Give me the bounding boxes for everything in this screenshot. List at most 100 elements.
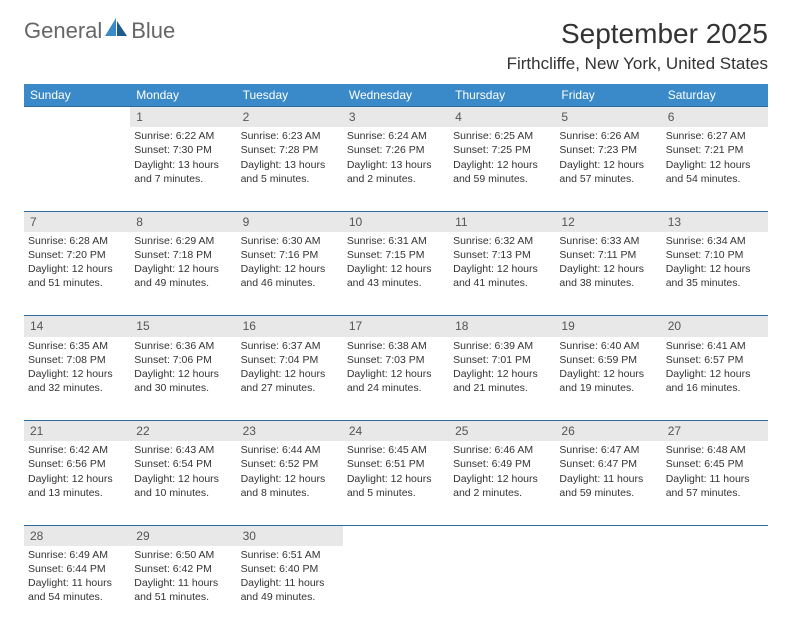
daylight-text: Daylight: 11 hours and 59 minutes. — [559, 472, 657, 500]
day-info-row: Sunrise: 6:42 AMSunset: 6:56 PMDaylight:… — [24, 441, 768, 525]
day-number-cell: 22 — [130, 421, 236, 442]
day-number-row: 282930 — [24, 525, 768, 546]
weekday-header: Wednesday — [343, 84, 449, 107]
day-number-cell: 9 — [237, 211, 343, 232]
daylight-text: Daylight: 12 hours and 19 minutes. — [559, 367, 657, 395]
sunset-text: Sunset: 7:04 PM — [241, 353, 339, 367]
day-number-cell: 26 — [555, 421, 661, 442]
day-number-cell: 20 — [662, 316, 768, 337]
day-number-cell: 7 — [24, 211, 130, 232]
day-info-cell — [343, 546, 449, 630]
day-number-cell — [449, 525, 555, 546]
sunrise-text: Sunrise: 6:44 AM — [241, 443, 339, 457]
daylight-text: Daylight: 11 hours and 49 minutes. — [241, 576, 339, 604]
day-info-cell: Sunrise: 6:39 AMSunset: 7:01 PMDaylight:… — [449, 337, 555, 421]
day-info-cell: Sunrise: 6:50 AMSunset: 6:42 PMDaylight:… — [130, 546, 236, 630]
sunset-text: Sunset: 7:25 PM — [453, 143, 551, 157]
day-info-cell: Sunrise: 6:51 AMSunset: 6:40 PMDaylight:… — [237, 546, 343, 630]
day-info-row: Sunrise: 6:28 AMSunset: 7:20 PMDaylight:… — [24, 232, 768, 316]
sunset-text: Sunset: 7:16 PM — [241, 248, 339, 262]
day-number-cell: 18 — [449, 316, 555, 337]
sunset-text: Sunset: 7:10 PM — [666, 248, 764, 262]
day-info-cell: Sunrise: 6:27 AMSunset: 7:21 PMDaylight:… — [662, 127, 768, 211]
day-info-cell: Sunrise: 6:43 AMSunset: 6:54 PMDaylight:… — [130, 441, 236, 525]
weekday-header: Sunday — [24, 84, 130, 107]
sunrise-text: Sunrise: 6:33 AM — [559, 234, 657, 248]
sunset-text: Sunset: 6:42 PM — [134, 562, 232, 576]
daylight-text: Daylight: 13 hours and 5 minutes. — [241, 158, 339, 186]
day-number-cell: 28 — [24, 525, 130, 546]
day-number-cell: 8 — [130, 211, 236, 232]
sunset-text: Sunset: 7:23 PM — [559, 143, 657, 157]
location-text: Firthcliffe, New York, United States — [24, 54, 768, 74]
weekday-header: Tuesday — [237, 84, 343, 107]
day-number-row: 21222324252627 — [24, 421, 768, 442]
daylight-text: Daylight: 12 hours and 16 minutes. — [666, 367, 764, 395]
sunrise-text: Sunrise: 6:26 AM — [559, 129, 657, 143]
sunrise-text: Sunrise: 6:42 AM — [28, 443, 126, 457]
sunrise-text: Sunrise: 6:45 AM — [347, 443, 445, 457]
sunrise-text: Sunrise: 6:36 AM — [134, 339, 232, 353]
day-info-cell: Sunrise: 6:48 AMSunset: 6:45 PMDaylight:… — [662, 441, 768, 525]
day-number-cell: 5 — [555, 107, 661, 128]
sunset-text: Sunset: 6:45 PM — [666, 457, 764, 471]
day-number-row: 123456 — [24, 107, 768, 128]
sunrise-text: Sunrise: 6:51 AM — [241, 548, 339, 562]
sunset-text: Sunset: 7:11 PM — [559, 248, 657, 262]
day-number-cell — [662, 525, 768, 546]
daylight-text: Daylight: 13 hours and 2 minutes. — [347, 158, 445, 186]
daylight-text: Daylight: 12 hours and 59 minutes. — [453, 158, 551, 186]
day-info-cell: Sunrise: 6:41 AMSunset: 6:57 PMDaylight:… — [662, 337, 768, 421]
page-title: September 2025 — [561, 18, 768, 50]
day-info-row: Sunrise: 6:49 AMSunset: 6:44 PMDaylight:… — [24, 546, 768, 630]
day-info-cell: Sunrise: 6:28 AMSunset: 7:20 PMDaylight:… — [24, 232, 130, 316]
day-number-cell: 12 — [555, 211, 661, 232]
sunrise-text: Sunrise: 6:30 AM — [241, 234, 339, 248]
day-number-cell: 15 — [130, 316, 236, 337]
day-info-cell — [24, 127, 130, 211]
day-number-cell: 2 — [237, 107, 343, 128]
daylight-text: Daylight: 12 hours and 5 minutes. — [347, 472, 445, 500]
sunset-text: Sunset: 7:21 PM — [666, 143, 764, 157]
sunset-text: Sunset: 6:40 PM — [241, 562, 339, 576]
day-info-cell: Sunrise: 6:46 AMSunset: 6:49 PMDaylight:… — [449, 441, 555, 525]
calendar-table: SundayMondayTuesdayWednesdayThursdayFrid… — [24, 84, 768, 630]
sunset-text: Sunset: 6:52 PM — [241, 457, 339, 471]
daylight-text: Daylight: 12 hours and 46 minutes. — [241, 262, 339, 290]
sunset-text: Sunset: 7:13 PM — [453, 248, 551, 262]
sunrise-text: Sunrise: 6:38 AM — [347, 339, 445, 353]
day-number-cell: 21 — [24, 421, 130, 442]
sunrise-text: Sunrise: 6:32 AM — [453, 234, 551, 248]
sunrise-text: Sunrise: 6:28 AM — [28, 234, 126, 248]
logo-word1: General — [24, 18, 102, 43]
day-info-row: Sunrise: 6:35 AMSunset: 7:08 PMDaylight:… — [24, 337, 768, 421]
sunset-text: Sunset: 6:57 PM — [666, 353, 764, 367]
sunrise-text: Sunrise: 6:34 AM — [666, 234, 764, 248]
daylight-text: Daylight: 12 hours and 13 minutes. — [28, 472, 126, 500]
daylight-text: Daylight: 12 hours and 10 minutes. — [134, 472, 232, 500]
day-info-cell: Sunrise: 6:31 AMSunset: 7:15 PMDaylight:… — [343, 232, 449, 316]
daylight-text: Daylight: 13 hours and 7 minutes. — [134, 158, 232, 186]
sunrise-text: Sunrise: 6:48 AM — [666, 443, 764, 457]
day-info-cell — [555, 546, 661, 630]
day-info-cell: Sunrise: 6:23 AMSunset: 7:28 PMDaylight:… — [237, 127, 343, 211]
day-number-cell: 6 — [662, 107, 768, 128]
sunset-text: Sunset: 6:49 PM — [453, 457, 551, 471]
sunset-text: Sunset: 7:18 PM — [134, 248, 232, 262]
day-number-cell: 11 — [449, 211, 555, 232]
sunset-text: Sunset: 7:28 PM — [241, 143, 339, 157]
sunset-text: Sunset: 7:15 PM — [347, 248, 445, 262]
weekday-header: Friday — [555, 84, 661, 107]
daylight-text: Daylight: 11 hours and 54 minutes. — [28, 576, 126, 604]
day-info-cell: Sunrise: 6:33 AMSunset: 7:11 PMDaylight:… — [555, 232, 661, 316]
logo: General Blue — [24, 18, 175, 44]
day-info-cell: Sunrise: 6:32 AMSunset: 7:13 PMDaylight:… — [449, 232, 555, 316]
day-info-cell: Sunrise: 6:24 AMSunset: 7:26 PMDaylight:… — [343, 127, 449, 211]
sunrise-text: Sunrise: 6:25 AM — [453, 129, 551, 143]
sunrise-text: Sunrise: 6:24 AM — [347, 129, 445, 143]
sunrise-text: Sunrise: 6:41 AM — [666, 339, 764, 353]
day-number-cell — [24, 107, 130, 128]
sunset-text: Sunset: 6:59 PM — [559, 353, 657, 367]
weekday-header-row: SundayMondayTuesdayWednesdayThursdayFrid… — [24, 84, 768, 107]
day-info-cell: Sunrise: 6:45 AMSunset: 6:51 PMDaylight:… — [343, 441, 449, 525]
